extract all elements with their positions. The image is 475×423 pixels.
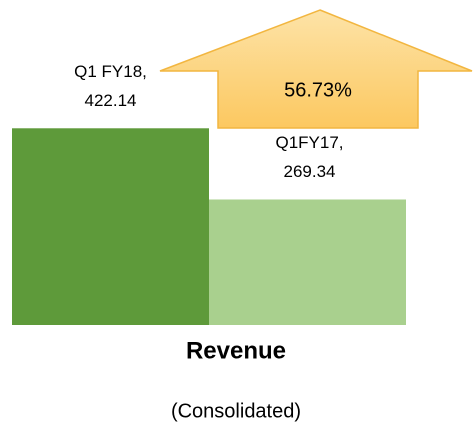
annotation: 56.73% [284,79,352,101]
bar [209,199,406,325]
bar [12,128,209,325]
chart-subtitle: (Consolidated) [171,400,301,422]
chart-title: Revenue [186,337,286,364]
category-label: Q1FY17, [275,133,343,152]
category-label: Q1 FY18, [74,62,147,81]
value-label: 269.34 [284,162,336,181]
growth-arrow [159,9,473,129]
value-label: 422.14 [85,91,137,110]
